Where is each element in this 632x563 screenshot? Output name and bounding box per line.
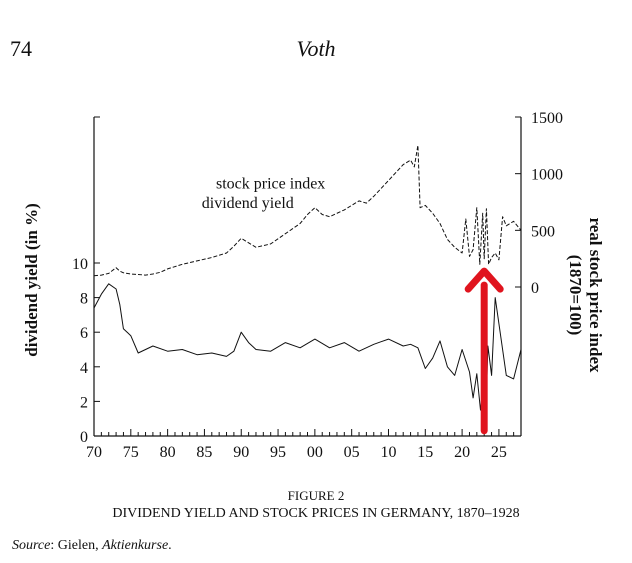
x-tick-label: 80 <box>160 444 176 461</box>
x-tick-label: 20 <box>454 444 470 461</box>
figure-title: DIVIDEND YIELD AND STOCK PRICES IN GERMA… <box>112 506 520 521</box>
chart-axes: 70 75 80 85 90 95 00 05 10 15 20 25 0 2 4 6 8 10 0 500 1000 1… <box>72 110 563 461</box>
x-tick-label: 05 <box>344 444 360 461</box>
left-tick-label: 2 <box>80 394 88 411</box>
chart: 70 75 80 85 90 95 00 05 10 15 20 25 0 2 4 6 8 10 0 500 1000 1… <box>72 110 563 461</box>
source-text: : Gielen, <box>50 538 103 553</box>
chart-series-labels: stock price index dividend yield <box>202 176 326 212</box>
x-tick-label: 75 <box>123 444 139 461</box>
x-tick-label: 25 <box>491 444 507 461</box>
source-end: . <box>168 538 172 553</box>
source-prefix: Source <box>12 538 51 553</box>
figure-label: FIGURE 2 <box>287 488 345 503</box>
stock-price-index-label: stock price index <box>216 176 325 193</box>
left-tick-label: 6 <box>80 325 88 342</box>
running-head: Voth <box>296 36 336 61</box>
dividend-yield-label: dividend yield <box>202 195 294 212</box>
source-work: Aktienkurse <box>102 538 169 553</box>
x-tick-label: 00 <box>307 444 323 461</box>
chart-annotation <box>464 267 504 435</box>
left-tick-label: 4 <box>80 360 88 377</box>
right-axis-label: real stock price index (1870=100) <box>566 217 605 373</box>
x-tick-label: 85 <box>196 444 212 461</box>
x-tick-label: 90 <box>233 444 249 461</box>
page-number: 74 <box>10 36 32 61</box>
left-tick-label: 10 <box>72 256 88 273</box>
right-tick-label: 500 <box>531 223 555 240</box>
annotation-arrow-head <box>464 267 504 293</box>
x-tick-label: 95 <box>270 444 286 461</box>
x-tick-label: 15 <box>417 444 433 461</box>
stock-price-index-line <box>93 144 522 277</box>
right-tick-label: 1000 <box>531 167 563 184</box>
left-tick-label: 8 <box>80 291 88 308</box>
figure-source: Source: Gielen, Aktienkurse. <box>12 538 172 554</box>
left-axis-label: dividend yield (in %) <box>22 203 41 357</box>
right-tick-label: 1500 <box>531 110 563 127</box>
x-tick-label: 10 <box>380 444 396 461</box>
left-tick-label: 0 <box>80 429 88 446</box>
dividend-yield-line <box>93 283 522 420</box>
x-tick-label: 70 <box>86 444 102 461</box>
right-tick-label: 0 <box>531 280 539 297</box>
